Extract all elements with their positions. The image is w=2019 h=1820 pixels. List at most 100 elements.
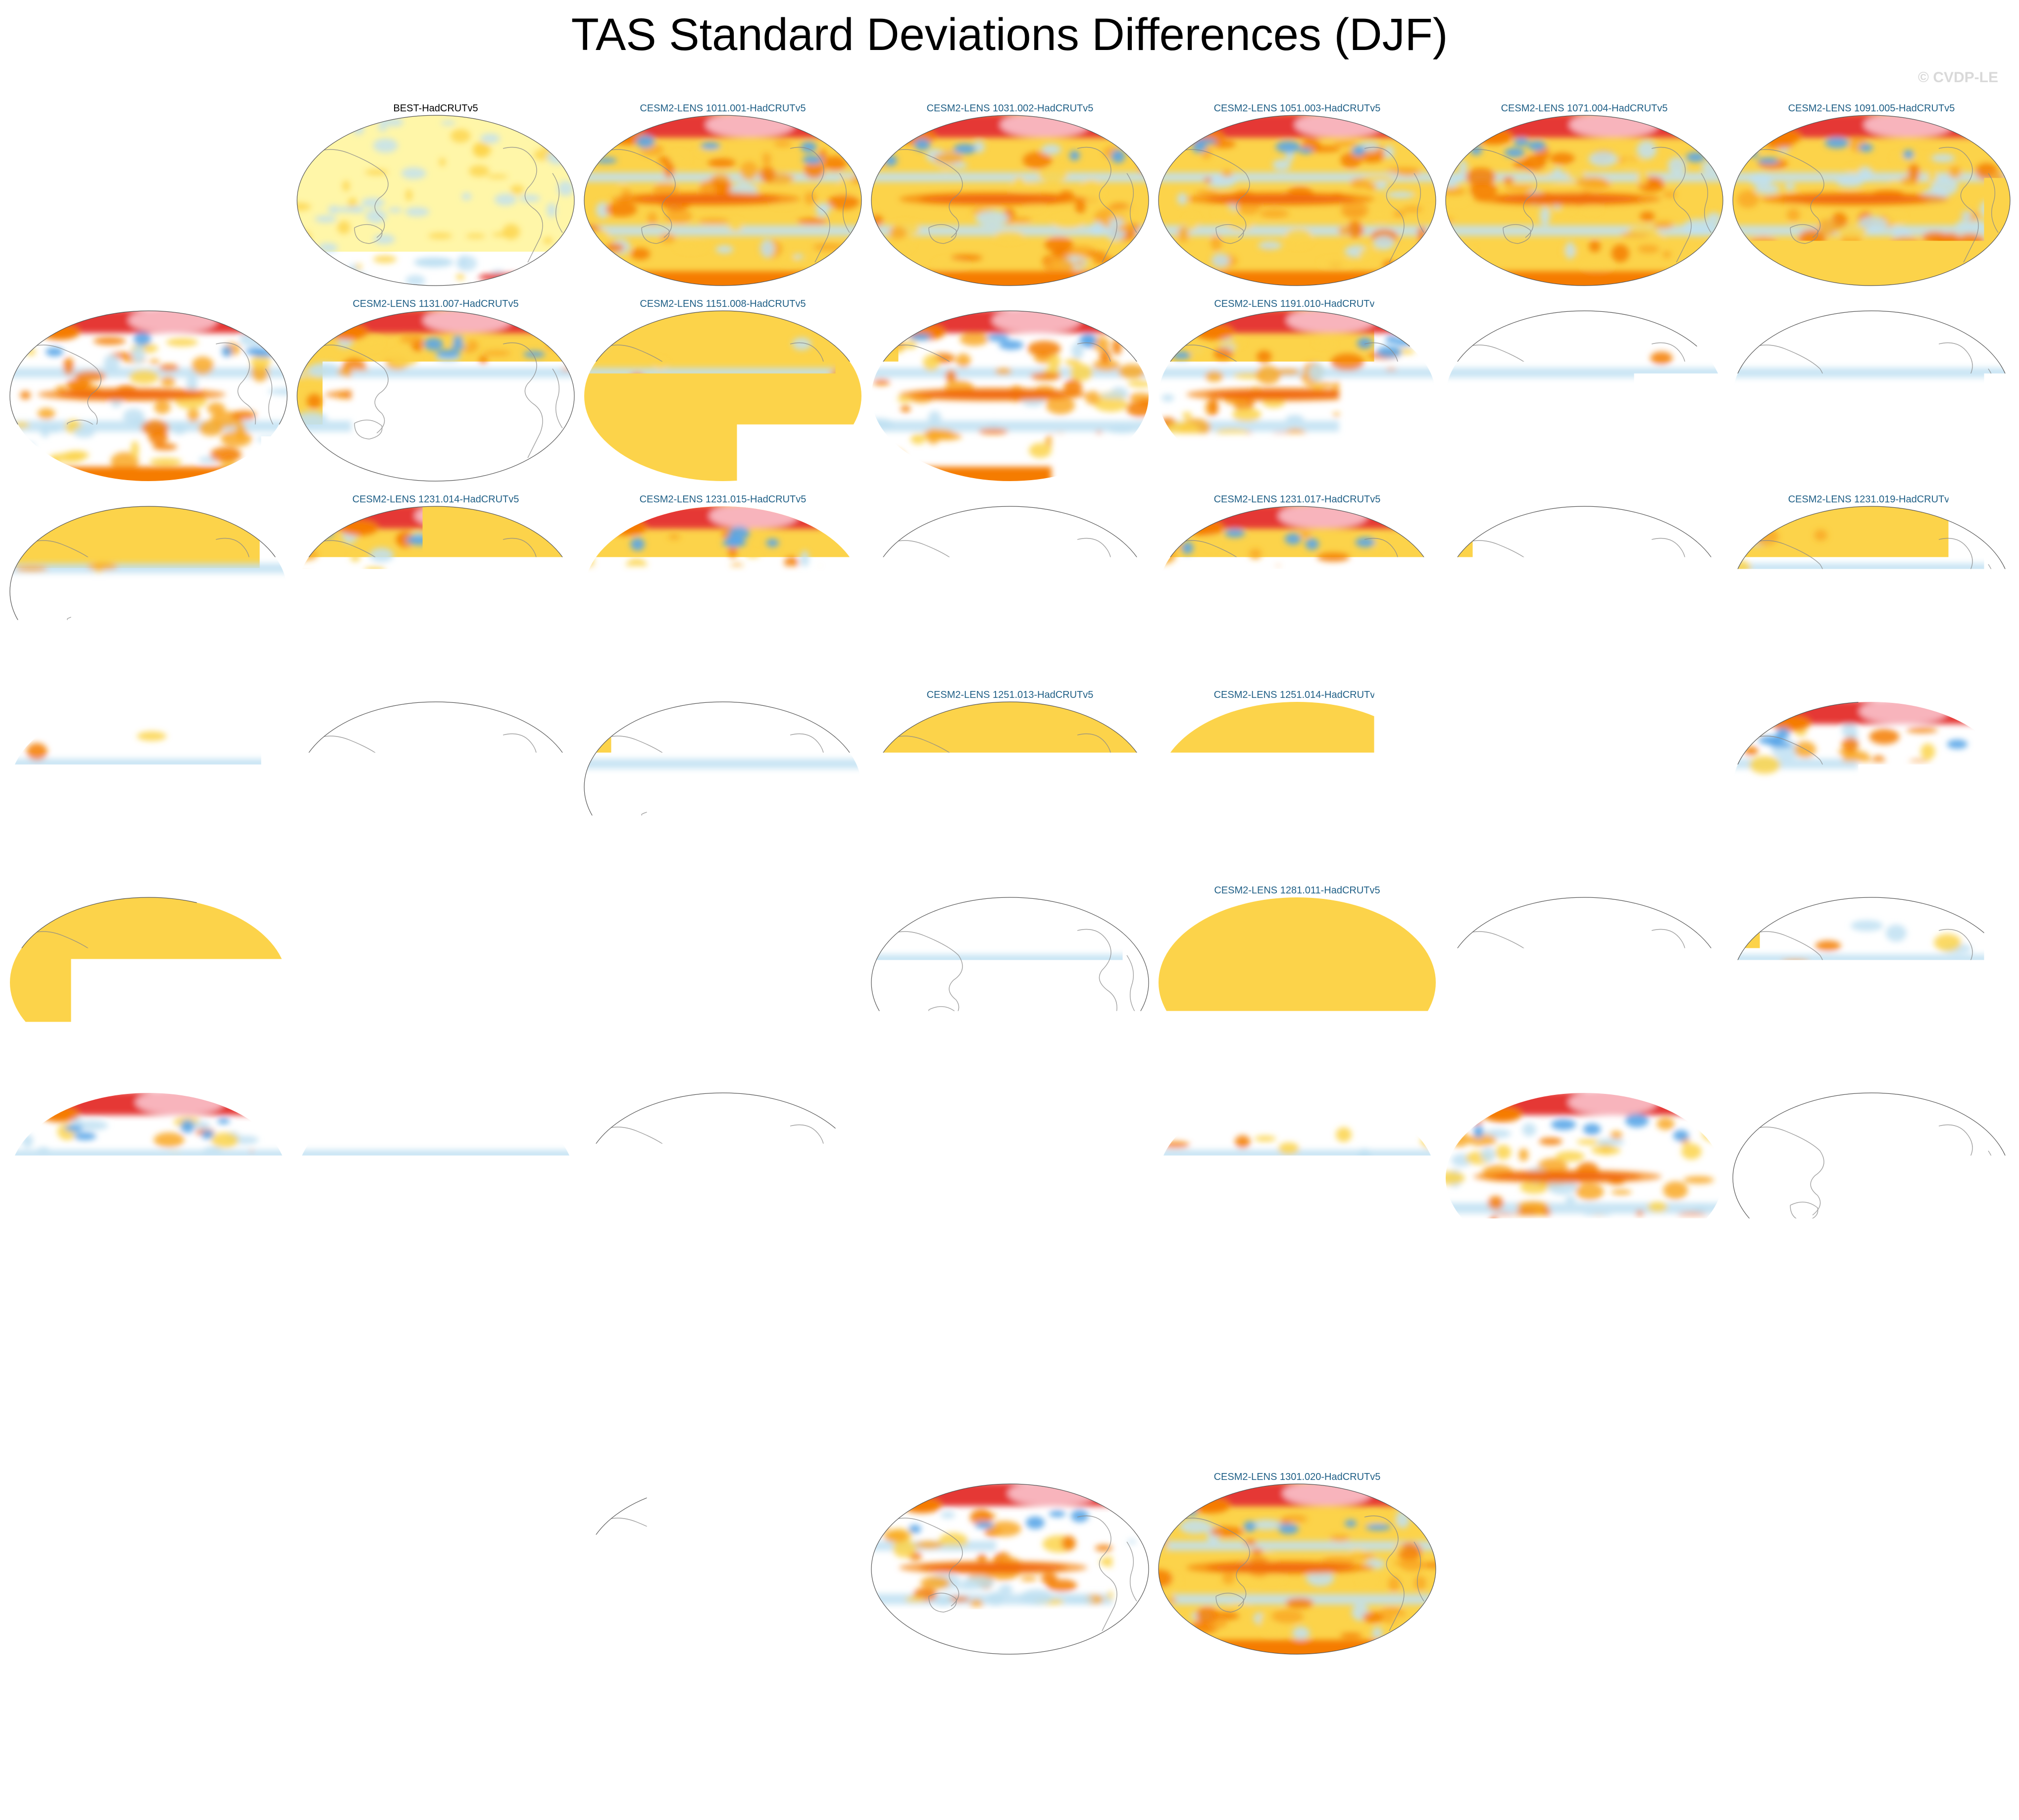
- map-panel-title: CESM2-LENS 1231.014-HadCRUTv5: [295, 494, 576, 505]
- map-panel: CESM2-LENS 1071.004-HadCRUTv5: [1444, 103, 1725, 291]
- robinson-map: [869, 114, 1151, 287]
- figure-title: TAS Standard Deviations Differences (DJF…: [0, 9, 2019, 61]
- map-panel-title: CESM2-LENS 1251.018-HadCRUTv5: [295, 885, 576, 896]
- colorbar-segment: [1075, 1693, 1141, 1726]
- map-panel: CESM2-LENS 1231.012-HadCRUTv5: [1731, 298, 2012, 487]
- map-panel-title: CESM2-LENS 1281.020-HadCRUTv5: [1731, 1081, 2012, 1092]
- map-panel: CESM2-LENS 1281.011-HadCRUTv5: [1157, 885, 1438, 1073]
- map-panel: CESM2-LENS 1301.018-HadCRUTv5: [582, 1472, 863, 1660]
- map-panel: CESM2-LENS 1251.011-HadCRUTv5: [295, 689, 576, 878]
- robinson-map: [8, 896, 289, 1069]
- map-panel-title: CESM2-LENS 1231.017-HadCRUTv5: [1157, 494, 1438, 505]
- colorbar-segment: [879, 1693, 945, 1726]
- robinson-map: [582, 700, 863, 874]
- robinson-map: [1731, 505, 2012, 678]
- map-panel-title: CESM2-LENS 1251.017-HadCRUTv5: [8, 885, 289, 896]
- map-panel: CESM2-LENS 1301.012-HadCRUTv5: [295, 1276, 576, 1464]
- map-panel: CESM2-LENS 1151.008-HadCRUTv5: [582, 298, 863, 487]
- map-panel-title: CESM2-LENS 1281.011-HadCRUTv5: [1157, 885, 1438, 896]
- colorbar-segment: [1206, 1693, 1271, 1726]
- robinson-map: [1444, 1287, 1725, 1460]
- map-panel-title: CESM2-LENS 1301.016-HadCRUTv5: [1444, 1276, 1725, 1287]
- map-panel: CESM2-LENS 1281.012-HadCRUTv5: [1444, 885, 1725, 1073]
- map-panel-title: CESM2-LENS 1301.012-HadCRUTv5: [295, 1276, 576, 1287]
- map-panel-title: CESM2-LENS 1231.018-HadCRUTv5: [1444, 494, 1725, 505]
- colorbar-tick-label: -0.6: [559, 1732, 678, 1775]
- colorbar-tick-label: -0.2: [820, 1732, 939, 1775]
- map-panel-title: CESM2-LENS 1091.005-HadCRUTv5: [1731, 103, 2012, 114]
- robinson-map: [1444, 114, 1725, 287]
- map-panel-title: CESM2-LENS 1301.011-HadCRUTv5: [8, 1276, 289, 1287]
- map-panel: CESM2-LENS 1251.018-HadCRUTv5: [295, 885, 576, 1073]
- colorbar-segment: [1597, 1693, 1663, 1726]
- robinson-map: [1157, 309, 1438, 483]
- map-panel: CESM2-LENS 1051.003-HadCRUTv5: [1157, 103, 1438, 291]
- colorbar-tick-label: 0: [951, 1732, 1069, 1775]
- map-panel-title: CESM2-LENS 1171.009-HadCRUTv5: [869, 298, 1151, 310]
- colorbar-segment: [1663, 1693, 1728, 1726]
- robinson-map: [869, 309, 1151, 483]
- colorbar-tick-label: -0.8: [428, 1732, 547, 1775]
- map-panel: CESM2-LENS 1011.001-HadCRUTv5: [582, 103, 863, 291]
- map-panel-title: CESM2-LENS 1281.012-HadCRUTv5: [1444, 885, 1725, 896]
- map-panel: CESM2-LENS 1231.018-HadCRUTv5: [1444, 494, 1725, 682]
- map-panel: CESM2-LENS 1131.007-HadCRUTv5: [295, 298, 576, 487]
- robinson-map: [1731, 700, 2012, 874]
- colorbar-segment: [553, 1693, 618, 1726]
- colorbar-tick-label: 0.8: [1473, 1732, 1592, 1775]
- robinson-map: [582, 1482, 863, 1656]
- map-panel-title: CESM2-LENS 1281.018-HadCRUTv5: [1157, 1081, 1438, 1092]
- map-panel-title: CESM2-LENS 1251.016-HadCRUTv5: [1731, 689, 2012, 701]
- map-panel: CESM2-LENS 1231.020-HadCRUTv5: [8, 689, 289, 878]
- map-panel-title: CESM2-LENS 1281.017-HadCRUTv5: [869, 1081, 1151, 1092]
- robinson-map: [1731, 309, 2012, 483]
- robinson-map: [295, 1287, 576, 1460]
- map-panel-title: CESM2-LENS 1071.004-HadCRUTv5: [1444, 103, 1725, 114]
- map-panel: CESM2-LENS 1301.020-HadCRUTv5: [1157, 1472, 1438, 1660]
- map-panel-title: CESM2-LENS 1231.016-HadCRUTv5: [869, 494, 1151, 505]
- robinson-map: [1157, 1091, 1438, 1265]
- map-panel-title: CESM2-LENS 1231.020-HadCRUTv5: [8, 689, 289, 701]
- colorbar-segment: [1532, 1693, 1598, 1726]
- map-panel: CESM2-LENS 1111.006-HadCRUTv5: [8, 298, 289, 487]
- map-panel-title: CESM2-LENS 1031.002-HadCRUTv5: [869, 103, 1151, 114]
- colorbar-segment: [1141, 1693, 1206, 1726]
- map-panel-title: CESM2-LENS 1251.012-HadCRUTv5: [582, 689, 863, 701]
- colorbar-segment: [684, 1693, 749, 1726]
- map-panel: CESM2-LENS 1251.014-HadCRUTv5: [1157, 689, 1438, 878]
- colorbar-tick-label: -0.4: [690, 1732, 808, 1775]
- robinson-map: [1157, 1287, 1438, 1460]
- colorbar-units: C: [0, 1772, 2019, 1815]
- map-panel: CESM2-LENS 1281.014-HadCRUTv5: [8, 1081, 289, 1269]
- map-panel: CESM2-LENS 1251.012-HadCRUTv5: [582, 689, 863, 878]
- map-panel: CESM2-LENS 1301.014-HadCRUTv5: [869, 1276, 1151, 1464]
- map-panel-title: CESM2-LENS 1231.019-HadCRUTv5: [1731, 494, 2012, 505]
- map-panel: CESM2-LENS 1301.011-HadCRUTv5: [8, 1276, 289, 1464]
- robinson-map: [1157, 896, 1438, 1069]
- robinson-map: [1444, 896, 1725, 1069]
- map-panel-title: CESM2-LENS 1191.010-HadCRUTv5: [1157, 298, 1438, 310]
- map-panel-title: CESM2-LENS 1301.019-HadCRUTv5: [869, 1472, 1151, 1483]
- robinson-map: [1444, 309, 1725, 483]
- robinson-map: [8, 1287, 289, 1460]
- map-panel: CESM2-LENS 1191.010-HadCRUTv5: [1157, 298, 1438, 487]
- robinson-map: [869, 700, 1151, 874]
- robinson-map: [295, 1091, 576, 1265]
- map-panel-title: CESM2-LENS 1251.011-HadCRUTv5: [295, 689, 576, 701]
- robinson-map: [8, 1091, 289, 1265]
- colorbar-segment: [1467, 1693, 1532, 1726]
- map-panel-title: CESM2-LENS 1301.014-HadCRUTv5: [869, 1276, 1151, 1287]
- map-panel: CESM2-LENS 1251.013-HadCRUTv5: [869, 689, 1151, 878]
- watermark: © CVDP-LE: [1918, 69, 1998, 86]
- robinson-map: [1731, 114, 2012, 287]
- map-panel-title: CESM2-LENS 1301.018-HadCRUTv5: [582, 1472, 863, 1483]
- robinson-map: [1444, 505, 1725, 678]
- robinson-map: [8, 700, 289, 874]
- robinson-map: [582, 1091, 863, 1265]
- map-panel: CESM2-LENS 1281.015-HadCRUTv5: [295, 1081, 576, 1269]
- colorbar-segment: [1271, 1693, 1336, 1726]
- robinson-map: [582, 505, 863, 678]
- map-panel: CESM2-LENS 1281.020-HadCRUTv5: [1731, 1081, 2012, 1269]
- colorbar-segment: [357, 1693, 423, 1726]
- robinson-map: [869, 1482, 1151, 1656]
